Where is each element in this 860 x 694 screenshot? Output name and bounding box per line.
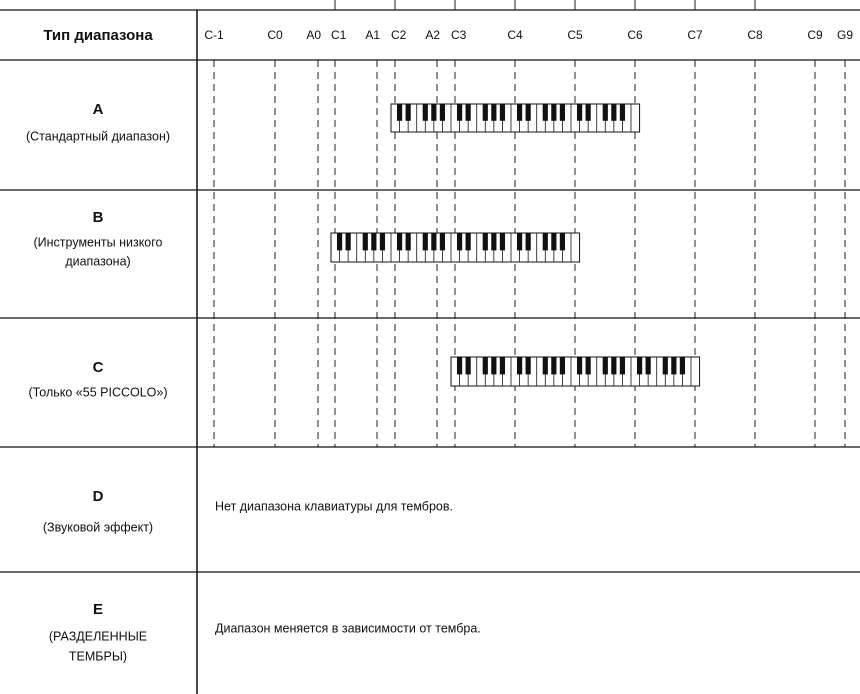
keyboard-frame	[330, 232, 581, 263]
black-key	[482, 233, 488, 251]
row-label: ТЕМБРЫ)	[69, 649, 127, 663]
note-label: C8	[747, 28, 763, 42]
black-key	[439, 104, 446, 121]
black-key	[405, 233, 411, 251]
black-key	[559, 357, 566, 375]
black-key	[559, 233, 566, 251]
black-key	[525, 357, 531, 375]
black-key	[491, 233, 497, 251]
row-letter: A	[93, 101, 104, 118]
black-key	[551, 233, 557, 251]
note-label: G9	[837, 28, 853, 42]
black-key	[585, 357, 591, 375]
note-label: C5	[567, 28, 583, 42]
black-key	[362, 233, 368, 251]
note-label: C3	[451, 28, 467, 42]
black-key	[602, 104, 608, 121]
black-key	[679, 357, 686, 375]
note-label: C1	[331, 28, 347, 42]
note-label: C6	[627, 28, 643, 42]
black-key	[636, 357, 643, 375]
black-key	[482, 357, 488, 375]
row-label: (РАЗДЕЛЕННЫЕ	[49, 629, 147, 643]
black-key	[491, 357, 497, 375]
black-key	[619, 104, 626, 121]
header-title: Тип диапазона	[43, 27, 153, 44]
black-key	[491, 104, 497, 121]
black-key	[336, 233, 343, 251]
black-key	[645, 357, 651, 375]
row-label: (Инструменты низкого	[34, 235, 163, 249]
black-key	[516, 357, 523, 375]
black-key	[379, 233, 386, 251]
note-label: C4	[507, 28, 523, 42]
black-key	[465, 104, 471, 121]
black-key	[611, 357, 617, 375]
row-text: Диапазон меняется в зависимости от тембр…	[215, 621, 481, 635]
note-label: A2	[425, 28, 440, 42]
black-key	[516, 104, 523, 121]
keyboard-frame	[450, 356, 701, 387]
row-letter: D	[93, 488, 104, 505]
row-text: Нет диапазона клавиатуры для тембров.	[215, 499, 453, 513]
note-label: C9	[807, 28, 823, 42]
black-key	[456, 357, 463, 375]
row-letter: B	[93, 209, 104, 226]
note-label: C2	[391, 28, 407, 42]
black-key	[602, 357, 608, 375]
black-key	[482, 104, 488, 121]
black-key	[525, 104, 531, 121]
black-key	[499, 233, 506, 251]
row-label: (Звуковой эффект)	[43, 520, 153, 534]
black-key	[465, 233, 471, 251]
black-key	[345, 233, 351, 251]
black-key	[396, 233, 403, 251]
black-key	[405, 104, 411, 121]
black-key	[542, 233, 548, 251]
black-key	[576, 357, 583, 375]
black-key	[439, 233, 446, 251]
black-key	[371, 233, 377, 251]
black-key	[619, 357, 626, 375]
row-letter: E	[93, 601, 103, 618]
black-key	[396, 104, 403, 121]
keyboard-frame	[390, 103, 641, 133]
black-key	[499, 357, 506, 375]
black-key	[559, 104, 566, 121]
black-key	[499, 104, 506, 121]
note-label: A0	[306, 28, 321, 42]
black-key	[542, 104, 548, 121]
black-key	[662, 357, 668, 375]
black-key	[516, 233, 523, 251]
black-key	[551, 104, 557, 121]
black-key	[525, 233, 531, 251]
black-key	[671, 357, 677, 375]
black-key	[456, 104, 463, 121]
black-key	[585, 104, 591, 121]
black-key	[551, 357, 557, 375]
black-key	[431, 233, 437, 251]
black-key	[576, 104, 583, 121]
note-label: C0	[267, 28, 283, 42]
row-letter: C	[93, 359, 104, 376]
black-key	[465, 357, 471, 375]
row-label: (Только «55 PICCOLO»)	[28, 385, 167, 399]
black-key	[422, 233, 428, 251]
note-label: A1	[365, 28, 380, 42]
black-key	[611, 104, 617, 121]
row-label: диапазона)	[65, 254, 130, 268]
black-key	[456, 233, 463, 251]
note-label: C7	[687, 28, 703, 42]
black-key	[422, 104, 428, 121]
row-label: (Стандартный диапазон)	[26, 129, 170, 143]
note-label: C-1	[204, 28, 224, 42]
black-key	[431, 104, 437, 121]
black-key	[542, 357, 548, 375]
